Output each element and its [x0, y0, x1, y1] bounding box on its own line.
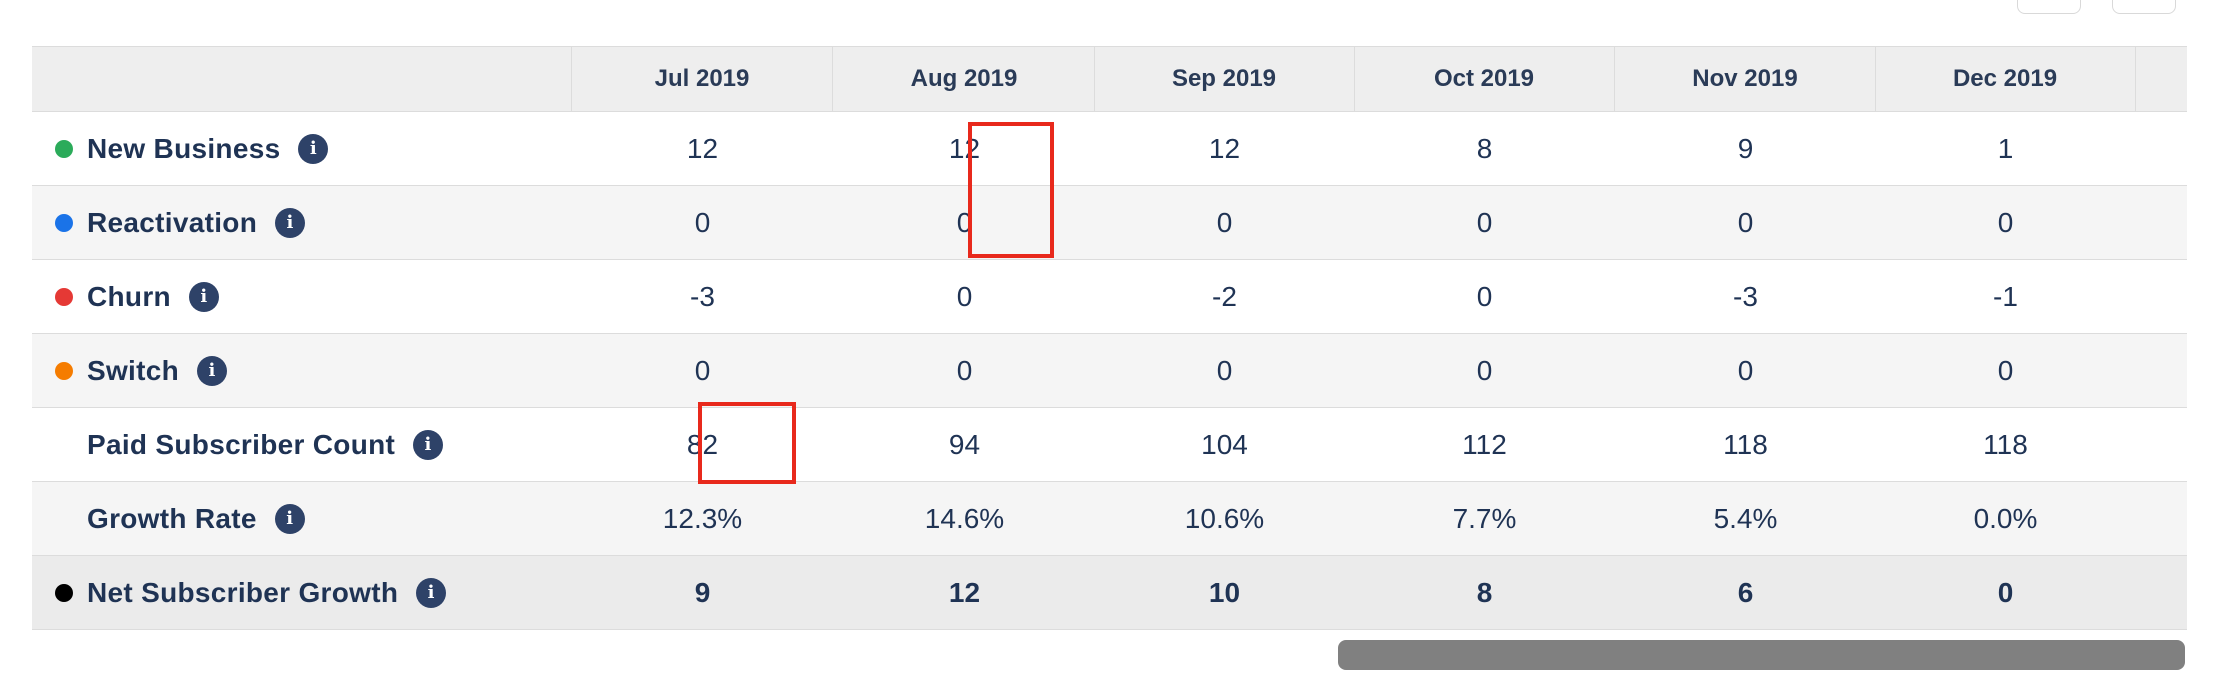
cell-sep-2019: 0 [1216, 354, 1233, 386]
cell-nov-2019: 118 [1723, 428, 1768, 460]
cell-dec-2019: 118 [1983, 428, 2028, 460]
cell-nov-2019: 6 [1737, 576, 1754, 608]
cell-dec-2019: 0 [1997, 206, 2014, 238]
subscriber-table: 2019 Jul 2019 Aug 2019 Sep 2019 Oct 2019… [32, 46, 2187, 632]
cell-aug-2019: 0 [956, 206, 973, 238]
cell-oct-2019: 0 [1476, 206, 1493, 238]
black-dot-icon [55, 583, 73, 602]
cell-dec-2019: -1 [1993, 280, 2018, 312]
cell-sep-2019: 10.6% [1184, 502, 1265, 534]
row-new-business: New Business i 3 12 12 12 8 9 1 [32, 112, 2187, 186]
row-label-churn: Churn i [32, 260, 494, 333]
info-icon[interactable]: i [197, 355, 228, 386]
info-icon[interactable]: i [275, 207, 306, 238]
cell-jul-2019: 12.3% [662, 502, 743, 534]
cell-sep-2019: 10 [1208, 576, 1241, 608]
cell-aug-2019: 94 [948, 428, 981, 460]
cell-nov-2019: 0 [1737, 206, 1754, 238]
orange-dot-icon [55, 361, 73, 380]
cell-jul-2019: 9 [694, 576, 711, 608]
cell-aug-2019: 0 [956, 354, 973, 386]
cell-nov-2019: 0 [1737, 354, 1754, 386]
cell-jul-2019: 12 [686, 132, 719, 164]
info-icon[interactable]: i [298, 133, 329, 164]
cell-oct-2019: 0 [1476, 354, 1493, 386]
row-reactivation: Reactivation i 0 0 0 0 0 0 0 [32, 186, 2187, 260]
cell-nov-2019: -3 [1733, 280, 1758, 312]
info-icon[interactable]: i [188, 281, 219, 312]
column-header-dec-2019[interactable]: Dec 2019 [1875, 47, 2136, 111]
row-label-paid-subscriber-count: Paid Subscriber Count i [32, 408, 494, 481]
cell-sep-2019: 0 [1216, 206, 1233, 238]
toolbar-button-right[interactable] [2112, 0, 2176, 14]
row-growth-rate: Growth Rate i 3% 12.3% 14.6% 10.6% 7.7% … [32, 482, 2187, 556]
cell-aug-2019: 12 [948, 576, 981, 608]
cell-aug-2019: 14.6% [924, 502, 1005, 534]
column-header-jul-2019[interactable]: Jul 2019 [572, 47, 833, 111]
cell-jul-2019: 0 [694, 206, 711, 238]
row-switch: Switch i 0 0 0 0 0 0 0 [32, 334, 2187, 408]
row-label-text: Growth Rate [87, 502, 257, 534]
cell-oct-2019: 8 [1476, 576, 1493, 608]
blue-dot-icon [55, 213, 73, 232]
cell-aug-2019: 0 [956, 280, 973, 312]
cell-nov-2019: 5.4% [1713, 502, 1778, 534]
cell-oct-2019: 8 [1476, 132, 1493, 164]
cell-aug-2019: 12 [948, 132, 981, 164]
info-icon[interactable]: i [274, 503, 305, 534]
cell-nov-2019: 9 [1737, 132, 1754, 164]
column-header-partial[interactable]: 2019 [450, 47, 572, 111]
row-net-subscriber-growth: Net Subscriber Growth i 3 9 12 10 8 6 0 [32, 556, 2187, 630]
cell-sep-2019: 104 [1201, 428, 1248, 460]
info-icon[interactable]: i [416, 577, 447, 608]
cell-sep-2019: -2 [1212, 280, 1237, 312]
cell-oct-2019: 7.7% [1452, 502, 1517, 534]
cell-dec-2019: 0 [1997, 354, 2014, 386]
row-label-text: New Business [87, 132, 281, 164]
cell-jul-2019: 82 [686, 428, 719, 460]
cell-dec-2019: 0 [1997, 576, 2014, 608]
row-churn: Churn i 0 -3 0 -2 0 -3 -1 [32, 260, 2187, 334]
cell-jul-2019: 0 [694, 354, 711, 386]
row-label-text: Switch [87, 354, 180, 386]
cell-dec-2019: 1 [1997, 132, 2014, 164]
row-label-text: Churn [87, 280, 171, 312]
table-header-row: 2019 Jul 2019 Aug 2019 Sep 2019 Oct 2019… [32, 46, 2187, 112]
row-label-switch: Switch i [32, 334, 494, 407]
row-label-new-business: New Business i [32, 112, 494, 185]
row-label-growth-rate: Growth Rate i [32, 482, 494, 555]
column-header-oct-2019[interactable]: Oct 2019 [1354, 47, 1615, 111]
green-dot-icon [55, 139, 73, 158]
column-header-nov-2019[interactable]: Nov 2019 [1615, 47, 1876, 111]
row-label-text: Reactivation [87, 206, 258, 238]
cell-dec-2019: 0.0% [1973, 502, 2038, 534]
cell-oct-2019: 112 [1462, 428, 1507, 460]
red-dot-icon [55, 287, 73, 306]
row-label-text: Net Subscriber Growth [87, 576, 399, 608]
column-header-aug-2019[interactable]: Aug 2019 [834, 47, 1095, 111]
toolbar-button-left[interactable] [2017, 0, 2081, 14]
header-label-cell [32, 47, 494, 111]
horizontal-scrollbar-thumb[interactable] [1338, 640, 2185, 670]
row-label-reactivation: Reactivation i [32, 186, 494, 259]
cell-oct-2019: 0 [1476, 280, 1493, 312]
cell-sep-2019: 12 [1208, 132, 1241, 164]
row-label-text: Paid Subscriber Count [87, 428, 396, 460]
row-paid-subscriber-count: Paid Subscriber Count i 73 82 94 104 112… [32, 408, 2187, 482]
cell-jul-2019: -3 [690, 280, 715, 312]
row-label-net-subscriber-growth: Net Subscriber Growth i [32, 556, 494, 629]
info-icon[interactable]: i [413, 429, 444, 460]
column-header-sep-2019[interactable]: Sep 2019 [1094, 47, 1355, 111]
